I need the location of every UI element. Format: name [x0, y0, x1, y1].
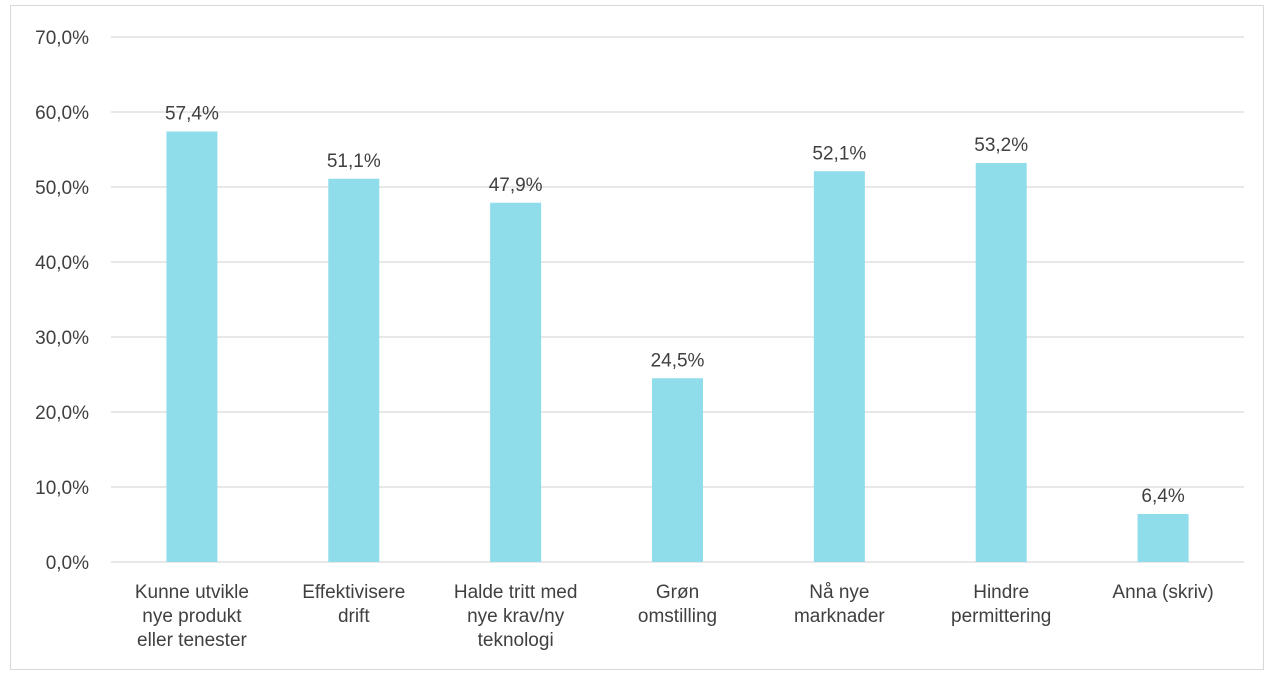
category-label-line: teknologi: [478, 630, 554, 651]
category-label-line: Hindre: [973, 582, 1029, 603]
category-label: Effektivisere drift: [302, 582, 405, 627]
gridlines: [111, 36, 1244, 563]
category-label-line: drift: [338, 606, 370, 627]
y-tick-label: 0,0%: [46, 553, 89, 574]
data-label: 52,1%: [812, 143, 866, 164]
bar-2: [490, 202, 542, 562]
category-label-line: permittering: [951, 606, 1051, 627]
bar-6: [1137, 514, 1189, 562]
category-label: Grøn omstilling: [638, 582, 717, 627]
category-label-line: marknader: [794, 606, 885, 627]
category-label-line: Grøn: [656, 582, 699, 603]
bar-0: [166, 131, 218, 562]
y-tick-label: 20,0%: [35, 403, 89, 424]
bar-5: [975, 163, 1027, 562]
data-label: 24,5%: [651, 350, 705, 371]
category-label: Nå nye marknader: [794, 582, 885, 627]
y-tick-label: 40,0%: [35, 253, 89, 274]
x-axis-category-labels: Kunne utvikle nye produkt eller tenester Ef…: [135, 582, 1214, 651]
y-axis-tick-labels: 0,0% 10,0% 20,0% 30,0% 40,0% 50,0% 60,0% 70,0%: [35, 28, 89, 574]
category-label-line: Halde tritt med: [454, 582, 578, 603]
category-label-line: nye produkt: [142, 606, 242, 627]
y-tick-label: 50,0%: [35, 178, 89, 199]
category-label-line: Effektivisere: [302, 582, 405, 603]
category-label: Kunne utvikle nye produkt eller tenester: [135, 582, 249, 651]
category-label: Halde tritt med nye krav/ny teknologi: [454, 582, 578, 651]
data-label: 6,4%: [1141, 486, 1184, 507]
bar-4: [813, 171, 865, 562]
data-label: 47,9%: [489, 175, 543, 196]
data-label: 51,1%: [327, 151, 381, 172]
bars: [166, 131, 1189, 562]
y-tick-label: 60,0%: [35, 103, 89, 124]
category-label-line: omstilling: [638, 606, 717, 627]
category-label-line: nye krav/ny: [467, 606, 565, 627]
category-label-line: eller tenester: [137, 630, 248, 651]
category-label: Hindre permittering: [951, 582, 1051, 627]
data-label: 53,2%: [974, 135, 1028, 156]
category-label-line: Kunne utvikle: [135, 582, 249, 603]
data-labels: 57,4% 51,1% 47,9% 24,5% 52,1% 53,2% 6,4%: [165, 104, 1185, 508]
bar-1: [328, 178, 380, 562]
category-label: Anna (skriv): [1112, 582, 1213, 603]
category-label-line: Nå nye: [809, 582, 869, 603]
y-tick-label: 70,0%: [35, 28, 89, 49]
y-tick-label: 10,0%: [35, 478, 89, 499]
data-label: 57,4%: [165, 104, 219, 125]
y-tick-label: 30,0%: [35, 328, 89, 349]
bar-3: [652, 378, 703, 562]
category-label-line: Anna (skriv): [1112, 582, 1213, 603]
